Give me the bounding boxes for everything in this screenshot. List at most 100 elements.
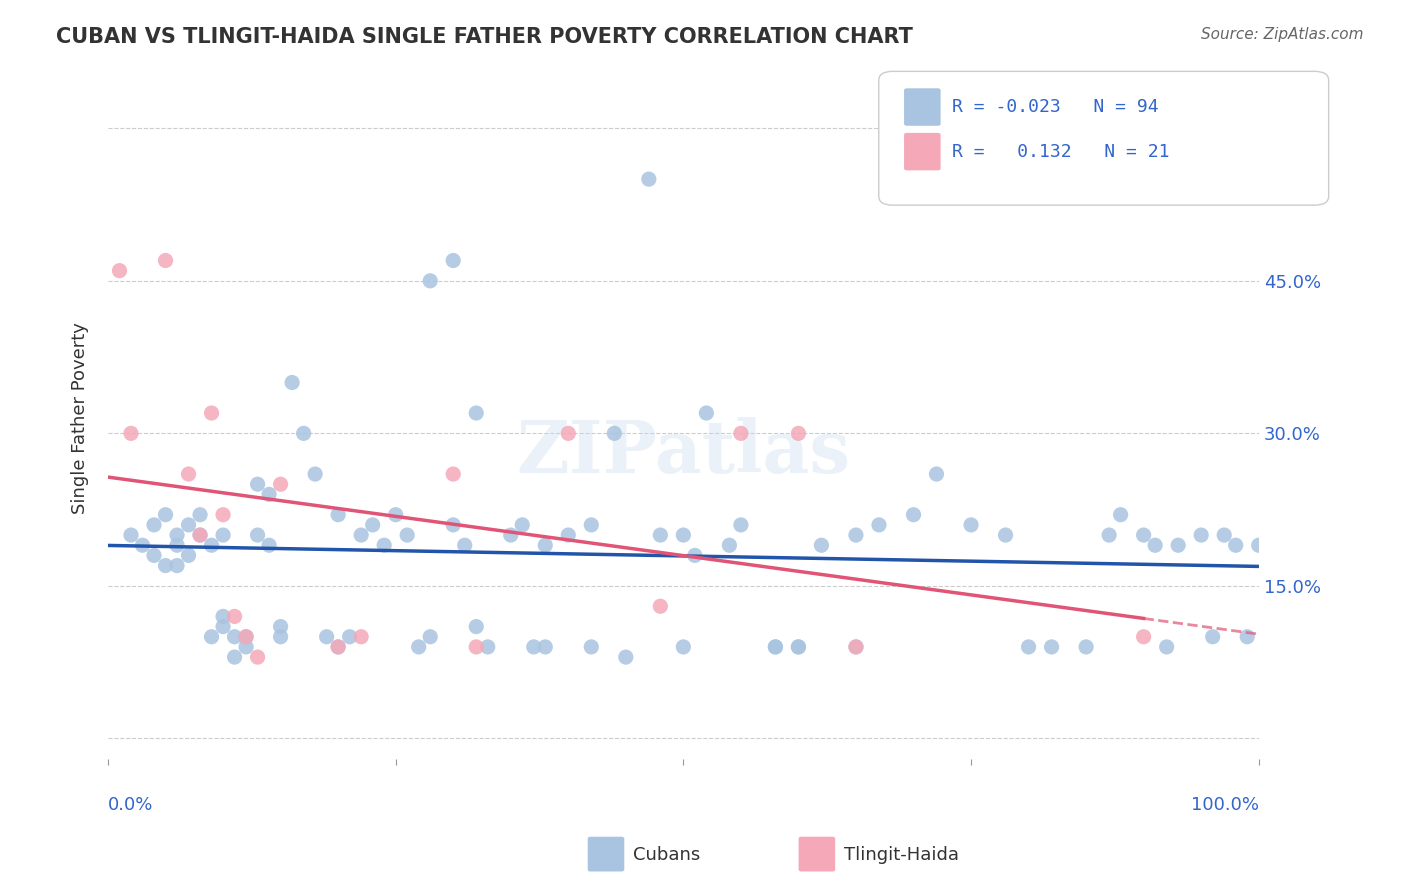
Point [845, 528, 868, 542]
Point [1018, 640, 1040, 654]
Point [1132, 630, 1154, 644]
Point [534, 538, 557, 552]
Point [765, 640, 787, 654]
Point [270, 630, 292, 644]
Point [155, 253, 177, 268]
Point [730, 426, 752, 441]
Point [396, 528, 419, 542]
Point [523, 640, 546, 654]
Point [1156, 640, 1178, 654]
Text: R = -0.023   N = 94: R = -0.023 N = 94 [952, 98, 1159, 116]
Point [246, 528, 269, 542]
Point [212, 508, 235, 522]
Point [672, 640, 695, 654]
Point [188, 508, 211, 522]
Point [603, 426, 626, 441]
Point [270, 619, 292, 633]
Point [224, 609, 246, 624]
Point [1189, 528, 1212, 542]
Point [672, 528, 695, 542]
Point [845, 640, 868, 654]
Point [200, 406, 222, 420]
Point [1236, 630, 1258, 644]
Point [650, 599, 672, 614]
Text: R =   0.132   N = 21: R = 0.132 N = 21 [952, 143, 1170, 161]
Point [339, 630, 361, 644]
Text: Cubans: Cubans [633, 846, 700, 863]
Point [166, 528, 188, 542]
Text: 0.0%: 0.0% [108, 797, 153, 814]
Point [155, 508, 177, 522]
Point [270, 477, 292, 491]
Point [1213, 528, 1236, 542]
Point [177, 467, 200, 481]
Point [235, 640, 257, 654]
Point [120, 528, 142, 542]
Point [925, 467, 948, 481]
Point [419, 274, 441, 288]
Point [730, 517, 752, 532]
Text: 100.0%: 100.0% [1191, 797, 1258, 814]
Point [581, 517, 603, 532]
Y-axis label: Single Father Poverty: Single Father Poverty [72, 322, 89, 514]
Point [1132, 528, 1154, 542]
Point [326, 508, 349, 522]
Point [534, 640, 557, 654]
Point [614, 650, 637, 665]
Point [292, 426, 315, 441]
Point [350, 630, 373, 644]
Point [108, 263, 131, 277]
Point [650, 528, 672, 542]
Point [177, 549, 200, 563]
Point [581, 640, 603, 654]
Point [810, 538, 832, 552]
Point [441, 467, 464, 481]
Point [188, 528, 211, 542]
Point [1202, 630, 1225, 644]
Point [787, 426, 810, 441]
Point [1098, 528, 1121, 542]
Point [224, 630, 246, 644]
Point [1247, 538, 1270, 552]
Point [718, 538, 741, 552]
Point [465, 640, 488, 654]
Point [695, 406, 717, 420]
Point [143, 517, 166, 532]
Point [326, 640, 349, 654]
Point [224, 650, 246, 665]
Point [246, 650, 269, 665]
Point [246, 477, 269, 491]
Point [257, 538, 280, 552]
Text: Source: ZipAtlas.com: Source: ZipAtlas.com [1201, 27, 1364, 42]
Point [868, 517, 890, 532]
Point [177, 517, 200, 532]
Point [257, 487, 280, 501]
Point [419, 630, 441, 644]
Point [1074, 640, 1097, 654]
Point [200, 630, 222, 644]
Point [235, 630, 257, 644]
Point [1167, 538, 1189, 552]
Point [787, 640, 810, 654]
Point [557, 426, 579, 441]
Point [510, 517, 533, 532]
Point [384, 508, 406, 522]
Point [361, 517, 384, 532]
Point [212, 528, 235, 542]
Point [477, 640, 499, 654]
Point [131, 538, 153, 552]
Point [166, 538, 188, 552]
Point [143, 549, 166, 563]
Point [454, 538, 477, 552]
Point [155, 558, 177, 573]
Point [994, 528, 1017, 542]
Point [845, 640, 868, 654]
Point [903, 508, 925, 522]
Point [326, 640, 349, 654]
Point [1144, 538, 1167, 552]
Text: CUBAN VS TLINGIT-HAIDA SINGLE FATHER POVERTY CORRELATION CHART: CUBAN VS TLINGIT-HAIDA SINGLE FATHER POV… [56, 27, 912, 46]
Point [765, 640, 787, 654]
Point [1109, 508, 1132, 522]
Point [683, 549, 706, 563]
Point [441, 517, 464, 532]
